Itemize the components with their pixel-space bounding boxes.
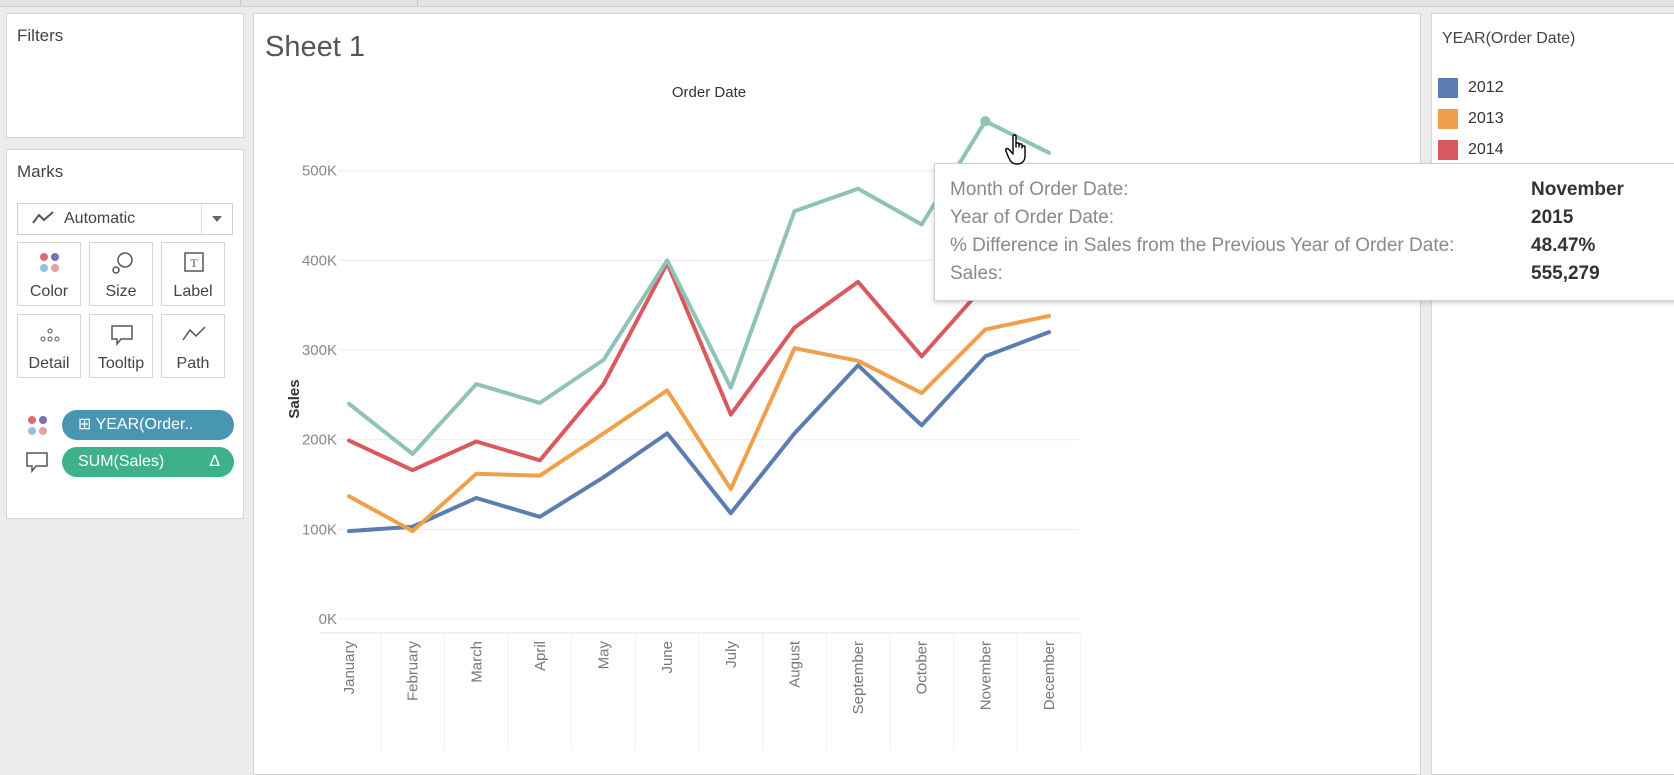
highlighted-data-point (980, 116, 990, 126)
detail-button-label: Detail (18, 355, 80, 373)
y-axis-label: Sales (286, 379, 303, 418)
y-tick-label: 300K (302, 342, 337, 359)
tooltip-row: Year of Order Date: 2015 (950, 207, 1114, 231)
toolbar-segment (241, 0, 418, 6)
legend-label: 2013 (1468, 110, 1504, 128)
tooltip-value: 555,279 (1531, 263, 1600, 285)
filters-card[interactable]: Filters (6, 13, 244, 138)
y-tick-label: 100K (302, 521, 337, 538)
detail-icon (18, 323, 82, 347)
x-tick-label: January (341, 641, 358, 695)
marks-title: Marks (17, 162, 63, 182)
label-button-label: Label (162, 283, 224, 301)
sales-pill-label: SUM(Sales) (78, 453, 164, 470)
legend-label: 2012 (1468, 79, 1504, 97)
size-icon (90, 251, 154, 275)
legend-swatch (1438, 78, 1458, 98)
x-tick-label: June (659, 641, 676, 674)
top-toolbar-strip (0, 0, 1674, 7)
x-tick-label: December (1041, 641, 1058, 710)
table-calc-delta-icon: Δ (209, 447, 220, 477)
legend-title: YEAR(Order Date) (1442, 30, 1575, 48)
tooltip-label: Year of Order Date: (950, 207, 1114, 228)
tooltip-label: Month of Order Date: (950, 179, 1128, 200)
tooltip-value: November (1531, 179, 1624, 201)
tooltip-row: Sales: 555,279 (950, 263, 1003, 287)
path-button[interactable]: Path (161, 314, 225, 378)
path-icon (162, 323, 226, 347)
x-tick-label: February (405, 641, 422, 702)
series-line (349, 332, 1049, 531)
tooltip-row: Month of Order Date: November (950, 179, 1128, 203)
label-icon: T (162, 251, 226, 275)
tooltip-icon (25, 450, 51, 474)
dropdown-divider (201, 204, 202, 234)
tooltip-label: Sales: (950, 263, 1003, 284)
y-tick-label: 500K (302, 163, 337, 180)
x-tick-label: August (786, 640, 803, 688)
color-dots-icon (18, 251, 82, 275)
year-order-date-pill[interactable]: ⊞ YEAR(Order.. (62, 410, 234, 440)
tooltip-label: % Difference in Sales from the Previous … (950, 235, 1454, 256)
color-button-label: Color (18, 283, 80, 301)
marks-card: Marks Automatic Color Size T Label (6, 149, 244, 519)
svg-text:T: T (190, 256, 198, 270)
tooltip-button-label: Tooltip (90, 355, 152, 373)
chevron-down-icon[interactable] (212, 216, 222, 222)
x-tick-label: October (914, 641, 931, 694)
x-tick-label: May (596, 641, 613, 670)
tooltip-icon (90, 323, 154, 347)
y-tick-label: 0K (319, 611, 337, 628)
line-mark-icon (32, 210, 54, 226)
legend-swatch (1438, 109, 1458, 129)
label-button[interactable]: T Label (161, 242, 225, 306)
hand-cursor-icon (1005, 134, 1031, 166)
y-tick-label: 200K (302, 432, 337, 449)
mark-type-label: Automatic (64, 210, 135, 228)
x-tick-label: April (532, 641, 549, 671)
series-line (349, 316, 1049, 531)
x-tick-label: March (468, 641, 485, 683)
color-legend: YEAR(Order Date) 2012 2013 2014 (1431, 13, 1674, 775)
legend-swatch (1438, 140, 1458, 160)
filters-title: Filters (17, 26, 63, 46)
tooltip-value: 2015 (1531, 207, 1573, 229)
size-button-label: Size (90, 283, 152, 301)
tooltip-value: 48.47% (1531, 235, 1595, 257)
data-tooltip: Month of Order Date: November Year of Or… (934, 163, 1674, 301)
year-pill-label: ⊞ YEAR(Order.. (78, 416, 193, 433)
tooltip-row: % Difference in Sales from the Previous … (950, 235, 1454, 259)
tooltip-button[interactable]: Tooltip (89, 314, 153, 378)
x-tick-label: November (977, 641, 994, 710)
legend-label: 2014 (1468, 141, 1504, 159)
sales-line-chart: 0K 100K 200K 300K 400K 500K Sales January Februa… (254, 14, 1420, 751)
toolbar-segment (0, 0, 241, 6)
color-dots-icon (25, 414, 51, 438)
detail-button[interactable]: Detail (17, 314, 81, 378)
path-button-label: Path (162, 355, 224, 373)
x-tick-label: July (723, 641, 740, 668)
color-button[interactable]: Color (17, 242, 81, 306)
y-tick-label: 400K (302, 252, 337, 269)
mark-type-dropdown[interactable]: Automatic (17, 203, 233, 235)
size-button[interactable]: Size (89, 242, 153, 306)
sum-sales-pill[interactable]: SUM(Sales) Δ (62, 447, 234, 477)
x-tick-label: September (850, 641, 867, 714)
